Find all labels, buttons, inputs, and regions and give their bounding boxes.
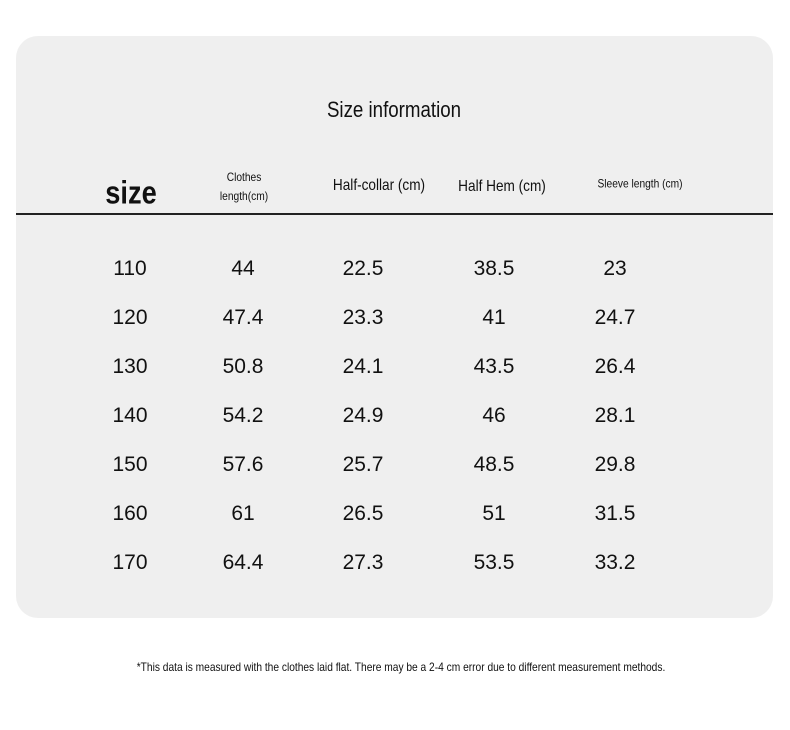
table-cell: 53.5 — [473, 551, 515, 574]
table-cell: 61 — [231, 502, 255, 525]
table-cell: 24.7 — [594, 306, 636, 329]
column-header: Half-collar (cm) — [332, 177, 426, 194]
header-rule — [16, 213, 773, 215]
table-cell: 140 — [112, 404, 148, 427]
footnote: *This data is measured with the clothes … — [136, 660, 666, 674]
table-cell: 28.1 — [594, 404, 636, 427]
table-cell: 33.2 — [594, 551, 636, 574]
table-cell: 24.9 — [342, 404, 384, 427]
table-cell: 24.1 — [342, 355, 384, 378]
column-header: size — [105, 174, 157, 211]
table-cell: 51 — [482, 502, 506, 525]
table-cell: 41 — [482, 306, 506, 329]
table-cell: 64.4 — [222, 551, 264, 574]
column-header: Sleeve length (cm) — [597, 176, 683, 191]
table-cell: 170 — [112, 551, 148, 574]
table-cell: 22.5 — [342, 257, 384, 280]
table-cell: 44 — [231, 257, 255, 280]
table-cell: 23 — [603, 257, 627, 280]
table-cell: 25.7 — [342, 453, 384, 476]
table-cell: 23.3 — [342, 306, 384, 329]
table-cell: 57.6 — [222, 453, 264, 476]
table-cell: 150 — [112, 453, 148, 476]
table-cell: 160 — [112, 502, 148, 525]
column-header: Clothes length(cm) — [219, 170, 269, 203]
table-cell: 27.3 — [342, 551, 384, 574]
table-cell: 50.8 — [222, 355, 264, 378]
table-cell: 130 — [112, 355, 148, 378]
table-cell: 120 — [112, 306, 148, 329]
table-cell: 47.4 — [222, 306, 264, 329]
table-cell: 26.4 — [594, 355, 636, 378]
table-cell: 29.8 — [594, 453, 636, 476]
table-cell: 54.2 — [222, 404, 264, 427]
table-cell: 43.5 — [473, 355, 515, 378]
table-cell: 26.5 — [342, 502, 384, 525]
table-cell: 31.5 — [594, 502, 636, 525]
table-cell: 46 — [482, 404, 506, 427]
title: Size information — [326, 97, 462, 122]
table-cell: 110 — [113, 257, 147, 280]
column-header: Half Hem (cm) — [458, 178, 546, 195]
table-cell: 38.5 — [473, 257, 515, 280]
size-card — [16, 36, 773, 618]
table-cell: 48.5 — [473, 453, 515, 476]
